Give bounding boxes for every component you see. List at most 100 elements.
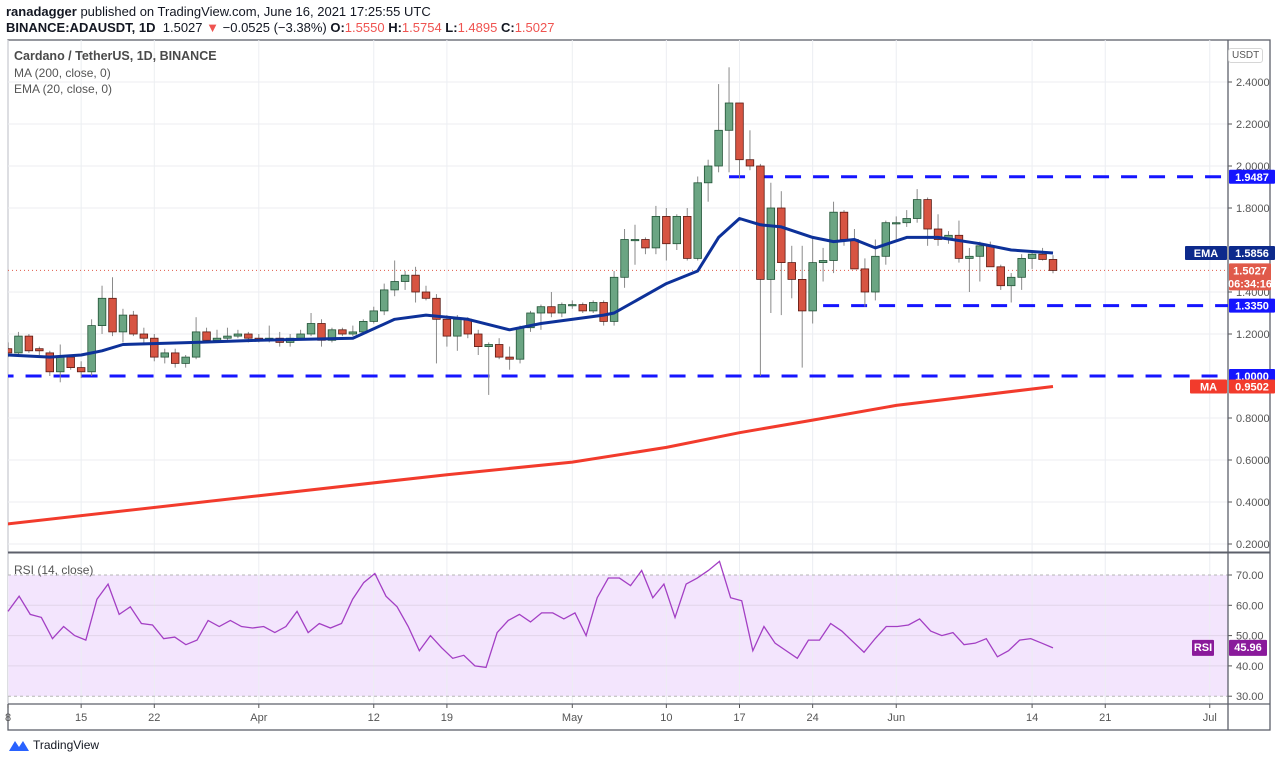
rsi-axis-label: 50.00 bbox=[1236, 631, 1264, 643]
time-label-Jul: Jul bbox=[1203, 712, 1217, 724]
ma-value-badge-bg bbox=[1229, 379, 1275, 394]
candle bbox=[139, 327, 149, 345]
candle bbox=[609, 271, 619, 326]
ema-legend[interactable]: EMA (20, close, 0) bbox=[14, 82, 113, 96]
candle-body bbox=[766, 207, 776, 280]
candle bbox=[871, 239, 880, 301]
candle-body bbox=[390, 281, 399, 291]
candle bbox=[912, 189, 922, 223]
tradingview-logo[interactable]: TradingView bbox=[8, 738, 99, 752]
candle-body bbox=[223, 335, 232, 339]
candle bbox=[1017, 254, 1026, 290]
candle-body bbox=[212, 337, 222, 341]
candle bbox=[160, 348, 169, 364]
candle bbox=[589, 300, 598, 313]
candle-body bbox=[808, 262, 817, 312]
candle bbox=[76, 361, 86, 379]
candle bbox=[150, 334, 159, 362]
level-badge-1.3350: 1.3350 bbox=[1229, 298, 1275, 313]
ema-label-badge-bg bbox=[1185, 246, 1227, 261]
candle-body bbox=[912, 199, 922, 219]
candle-body bbox=[568, 304, 577, 307]
price-badge-text: 1.5027 bbox=[1233, 265, 1267, 277]
price-label: 0.2000 bbox=[1236, 539, 1270, 551]
candle bbox=[965, 247, 974, 292]
candle-body bbox=[1048, 259, 1058, 271]
ma-value-badge: 0.9502 bbox=[1229, 379, 1275, 394]
candle bbox=[400, 271, 410, 290]
candle bbox=[568, 300, 577, 309]
last-price: 1.5027 bbox=[162, 20, 203, 35]
down-arrow-icon: ▼ bbox=[206, 20, 220, 35]
high-value: 1.5754 bbox=[401, 20, 442, 35]
ma-label-badge: MA bbox=[1190, 379, 1227, 394]
candle bbox=[651, 205, 661, 255]
candle-body bbox=[24, 335, 34, 352]
ma200-line bbox=[8, 384, 1054, 526]
time-label-May: May bbox=[562, 712, 583, 724]
author-name[interactable]: ranadagger bbox=[6, 4, 77, 19]
candle-body bbox=[641, 239, 650, 249]
candle-body bbox=[986, 245, 995, 268]
candle-body bbox=[45, 352, 54, 373]
main-pane[interactable] bbox=[0, 67, 1228, 526]
candle bbox=[547, 292, 556, 318]
candle bbox=[348, 325, 358, 337]
candle bbox=[714, 84, 723, 173]
candle bbox=[474, 329, 483, 355]
candle bbox=[892, 216, 901, 240]
candle bbox=[662, 208, 671, 261]
candle-body bbox=[975, 245, 985, 257]
ma-legend[interactable]: MA (200, close, 0) bbox=[14, 66, 111, 80]
candle-body bbox=[202, 331, 211, 341]
candle-body bbox=[494, 344, 504, 358]
candle-body bbox=[630, 239, 640, 242]
candle-body bbox=[181, 356, 190, 364]
candle bbox=[766, 182, 776, 313]
candle bbox=[118, 308, 128, 343]
price-label: 2.2000 bbox=[1236, 119, 1270, 131]
rsi-label-badge-text: RSI bbox=[1194, 642, 1212, 654]
candle bbox=[442, 315, 452, 347]
candle-body bbox=[839, 211, 849, 240]
candle bbox=[703, 159, 713, 202]
candle-body bbox=[787, 262, 796, 280]
candle-body bbox=[338, 329, 347, 335]
level-badge-1.3350-bg bbox=[1229, 298, 1275, 313]
candle-body bbox=[703, 165, 713, 184]
close-value: 1.5027 bbox=[514, 20, 555, 35]
candle bbox=[191, 317, 201, 360]
candle bbox=[338, 327, 347, 337]
candle-body bbox=[505, 356, 514, 360]
candle bbox=[1048, 255, 1058, 274]
candle-body bbox=[484, 344, 493, 347]
currency-button[interactable]: USDT bbox=[1228, 48, 1264, 63]
candle-body bbox=[76, 367, 86, 373]
candle bbox=[526, 310, 535, 332]
candle-body bbox=[139, 333, 149, 339]
candle bbox=[223, 327, 232, 341]
rsi-value-badge: 45.96 bbox=[1229, 639, 1267, 656]
candle-body bbox=[1038, 253, 1047, 260]
candle bbox=[860, 258, 870, 307]
candle-body bbox=[1017, 257, 1026, 278]
candle bbox=[902, 210, 911, 227]
ema-label-badge-text: EMA bbox=[1194, 248, 1219, 260]
candle bbox=[129, 310, 138, 337]
candle-body bbox=[56, 356, 65, 373]
candle-body bbox=[442, 318, 452, 337]
low-value: 1.4895 bbox=[457, 20, 498, 35]
candle bbox=[494, 338, 504, 360]
time-label-14: 14 bbox=[1026, 712, 1038, 724]
rsi-legend[interactable]: RSI (14, close) bbox=[14, 563, 94, 577]
time-label-Jun: Jun bbox=[887, 712, 905, 724]
price-label: 1.8000 bbox=[1236, 203, 1270, 215]
candle bbox=[108, 277, 117, 337]
candle bbox=[996, 264, 1005, 290]
candle-body bbox=[233, 333, 243, 337]
candle-body bbox=[1007, 276, 1016, 287]
candle bbox=[693, 176, 702, 261]
rsi-axis-label: 40.00 bbox=[1236, 661, 1264, 673]
candle bbox=[724, 67, 734, 173]
